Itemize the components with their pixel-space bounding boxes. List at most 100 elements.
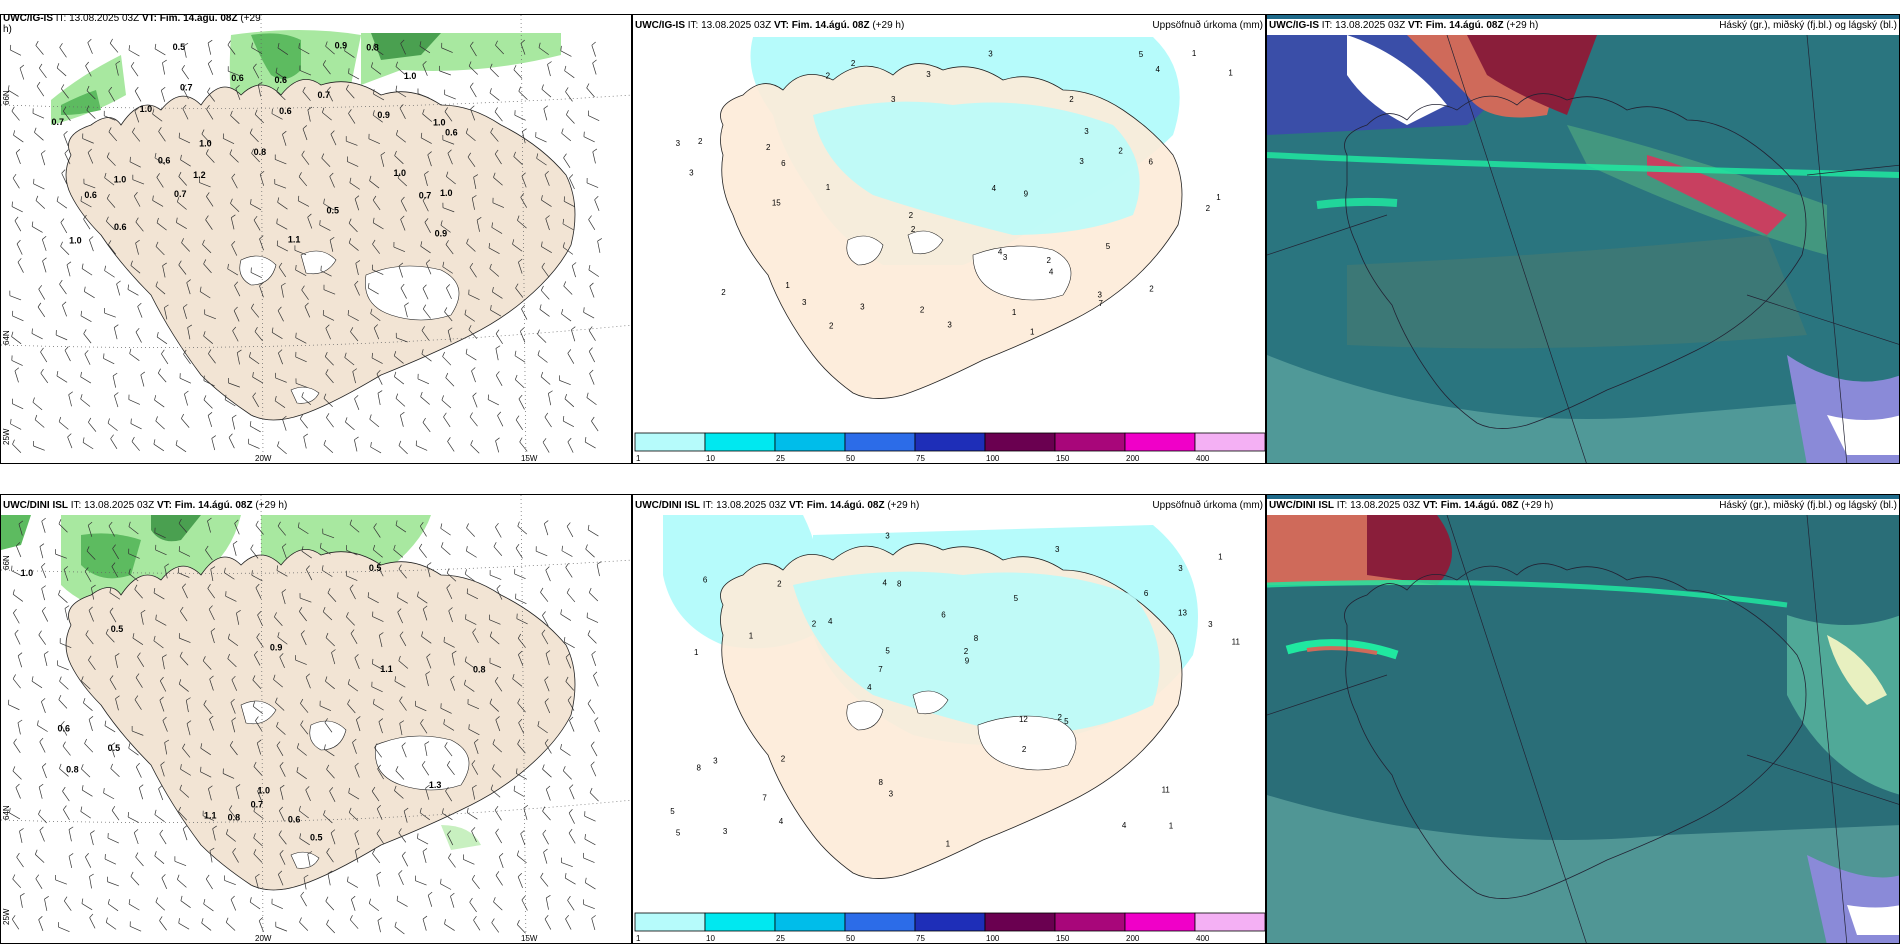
wind-barb-feather <box>35 40 39 46</box>
precip-values: 0.71.00.70.61.01.01.20.90.71.01.01.00.90… <box>51 41 457 246</box>
wind-barb-feather <box>254 109 258 115</box>
wind-barb <box>182 307 187 320</box>
wind-barb-feather <box>11 565 13 571</box>
value-label: 1.0 <box>440 188 453 198</box>
wind-barb-feather <box>473 174 479 178</box>
wind-barb-feather <box>208 349 212 354</box>
wind-barb <box>489 619 501 625</box>
wind-barb <box>427 895 433 907</box>
wind-barb-feather <box>278 349 283 354</box>
wind-barb-feather <box>564 65 567 71</box>
wind-barb <box>440 528 451 536</box>
wind-barb <box>306 569 313 581</box>
wind-barb <box>470 108 476 121</box>
wind-barb-feather <box>207 584 211 589</box>
wind-barb-feather <box>492 764 495 770</box>
wind-barb-feather <box>183 42 189 47</box>
wind-barb <box>104 115 116 121</box>
wind-barb-feather <box>249 351 251 358</box>
wind-barb <box>403 810 408 823</box>
wind-barb-feather <box>299 607 303 612</box>
wind-barb <box>493 901 503 911</box>
wind-barb <box>301 396 312 406</box>
wind-barb-feather <box>154 851 157 857</box>
wind-barb-feather <box>466 238 469 244</box>
wind-barb <box>378 721 383 734</box>
wind-barb <box>325 680 335 690</box>
wind-barb <box>419 812 431 821</box>
wind-barb <box>112 375 117 388</box>
wind-barb <box>114 656 118 668</box>
wind-barb <box>228 70 240 76</box>
value-label: 0.6 <box>275 75 288 85</box>
wind-barb-feather <box>588 215 592 220</box>
wind-barb <box>129 353 140 361</box>
wind-barb-feather <box>565 914 570 920</box>
wind-barb-feather <box>107 418 110 424</box>
wind-barb <box>180 610 188 622</box>
wind-barb <box>469 901 477 913</box>
wind-barb-feather <box>326 848 330 853</box>
wind-barb <box>180 900 191 908</box>
wind-barb <box>591 420 599 432</box>
wind-barb-feather <box>159 916 163 921</box>
wind-barb <box>41 153 46 166</box>
wind-barb <box>10 423 22 430</box>
wind-barb-feather <box>39 543 45 547</box>
wind-barb <box>443 723 455 731</box>
wind-barb-feather <box>86 85 90 91</box>
wind-barb <box>346 616 355 626</box>
wind-barb <box>592 62 597 75</box>
wind-barb-feather <box>422 417 426 423</box>
wind-barb <box>108 90 116 102</box>
init-time: IT: 13.08.2025 03Z <box>1321 20 1406 31</box>
wind-barb <box>131 441 140 451</box>
wind-barb <box>87 42 93 54</box>
wind-barb-feather <box>42 763 47 768</box>
wind-barb <box>561 862 573 868</box>
wind-barb-feather <box>298 43 300 49</box>
wind-barb <box>154 814 165 822</box>
wind-barb <box>585 441 596 449</box>
wind-barb <box>156 336 168 345</box>
wind-barb-feather <box>68 853 74 857</box>
wind-barb <box>354 439 358 452</box>
wind-barb-feather <box>418 543 423 549</box>
wind-barb <box>467 156 476 167</box>
wind-barb <box>588 219 596 230</box>
wind-barb-feather <box>544 412 549 418</box>
wind-barb-feather <box>372 195 377 201</box>
wind-barb <box>68 394 72 407</box>
wind-barb <box>251 152 260 163</box>
wind-barb-feather <box>108 127 112 133</box>
wind-barb-feather <box>38 809 41 815</box>
wind-barb-feather <box>233 306 238 311</box>
wind-barb-feather <box>31 328 33 334</box>
wind-barb <box>445 377 455 387</box>
wind-barb-feather <box>108 240 112 245</box>
wind-barb-feather <box>276 741 281 746</box>
wind-barb-feather <box>420 719 424 724</box>
wind-barb <box>36 86 45 97</box>
wind-barb-feather <box>129 348 132 354</box>
wind-barb <box>37 306 46 318</box>
colorbar-svg: 1 10 25 50 75 100 150 200 400 <box>634 432 1265 463</box>
colorbar-swatch <box>1194 432 1265 452</box>
wind-barb-feather <box>206 105 210 110</box>
wind-barb <box>164 742 168 755</box>
wind-barb <box>520 197 528 208</box>
wind-barb <box>41 588 45 601</box>
wind-barb <box>466 243 476 252</box>
wind-barb <box>83 333 92 344</box>
wind-barb-feather <box>561 545 563 551</box>
wind-barb-feather <box>422 848 428 852</box>
wind-barb <box>230 203 240 212</box>
wind-barb-feather <box>276 721 279 727</box>
wind-barb-feather <box>13 130 16 136</box>
wind-barb-feather <box>517 215 520 221</box>
lat-label-25w: 25W <box>2 908 11 925</box>
wind-barb <box>565 918 572 930</box>
wind-barb-feather <box>395 766 399 771</box>
wind-barb <box>234 285 241 297</box>
